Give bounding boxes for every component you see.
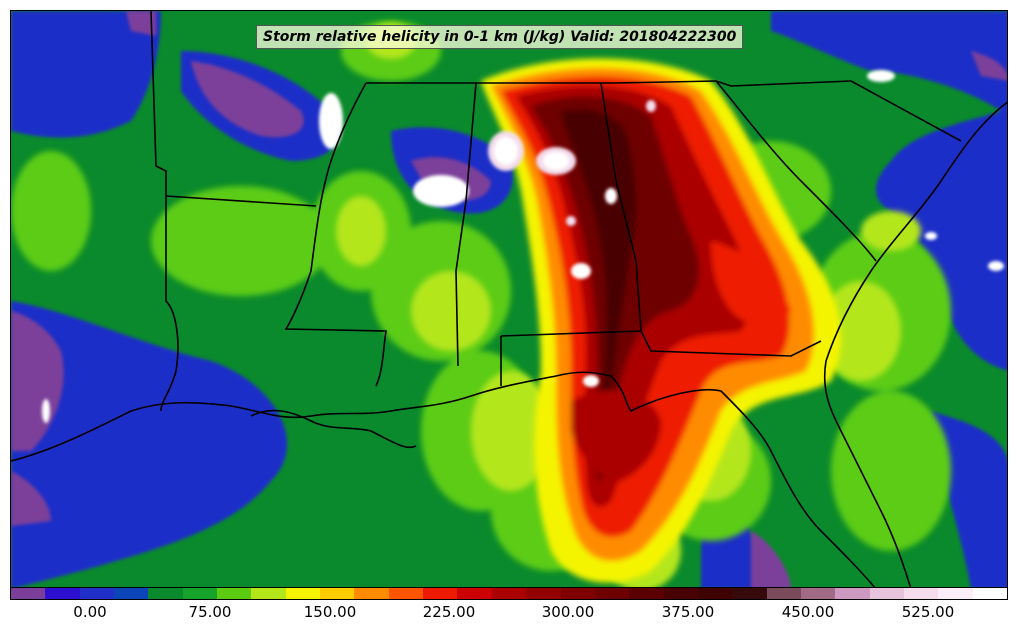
- boundaries: [11, 11, 1007, 587]
- colorbar-swatch: [11, 588, 46, 599]
- colorbar-tick-label: 300.00: [541, 603, 595, 621]
- state-line-1: [150, 11, 179, 412]
- colorbar-swatch: [148, 588, 183, 599]
- map-title: Storm relative helicity in 0-1 km (J/kg)…: [256, 25, 744, 49]
- colorbar-swatch: [217, 588, 252, 599]
- colorbar-swatch: [45, 588, 80, 599]
- state-line-7: [500, 330, 642, 337]
- colorbar-swatch: [766, 588, 801, 599]
- colorbar-swatch: [320, 588, 355, 599]
- state-line-2: [165, 195, 317, 207]
- colorbar-tick-label: 225.00: [422, 603, 476, 621]
- colorbar-tick-label: 450.00: [781, 603, 835, 621]
- map-svg: [11, 11, 1007, 587]
- state-line-10: [850, 80, 962, 142]
- florida-east-coast: [823, 101, 1007, 587]
- colorbar: [10, 587, 1008, 600]
- colorbar-swatch: [457, 588, 492, 599]
- colorbar-swatch: [251, 588, 286, 599]
- state-line-4: [284, 82, 387, 387]
- colorbar-swatch: [835, 588, 870, 599]
- field-extreme-white: [42, 70, 1004, 423]
- colorbar-swatch: [423, 588, 458, 599]
- colorbar-swatch: [560, 588, 595, 599]
- colorbar-swatch: [79, 588, 115, 599]
- colorbar-swatch: [903, 588, 939, 599]
- colorbar-swatch: [491, 588, 527, 599]
- field-low-blue: [11, 11, 1007, 587]
- state-line-9: [715, 80, 877, 262]
- colorbar-tick-label: 75.00: [188, 603, 232, 621]
- colorbar-swatch: [629, 588, 664, 599]
- colorbar-swatch: [697, 588, 733, 599]
- colorbar-swatch: [354, 588, 389, 599]
- colorbar-swatch: [114, 588, 149, 599]
- colorbar-swatch: [182, 588, 218, 599]
- colorbar-swatch: [800, 588, 836, 599]
- colorbar-swatch: [594, 588, 630, 599]
- colorbar-tick-label: 0.00: [73, 603, 107, 621]
- colorbar-swatch: [388, 588, 424, 599]
- colorbar-swatch: [285, 588, 321, 599]
- colorbar-tick-label: 150.00: [303, 603, 357, 621]
- colorbar-swatch: [663, 588, 698, 599]
- colorbar-tick-label: 525.00: [901, 603, 955, 621]
- colorbar-swatch: [972, 588, 1007, 599]
- coastline: [11, 371, 876, 587]
- colorbar-swatch: [526, 588, 561, 599]
- gulf-islands: [250, 409, 417, 449]
- colorbar-tick-label: 375.00: [661, 603, 715, 621]
- state-line-3: [366, 80, 852, 87]
- state-line-5: [455, 82, 477, 367]
- colorbar-swatch: [938, 588, 973, 599]
- field-high-swath: [481, 58, 841, 583]
- colorbar-swatch: [869, 588, 904, 599]
- colorbar-swatch: [732, 588, 767, 599]
- helicity-map: Storm relative helicity in 0-1 km (J/kg)…: [10, 10, 1008, 588]
